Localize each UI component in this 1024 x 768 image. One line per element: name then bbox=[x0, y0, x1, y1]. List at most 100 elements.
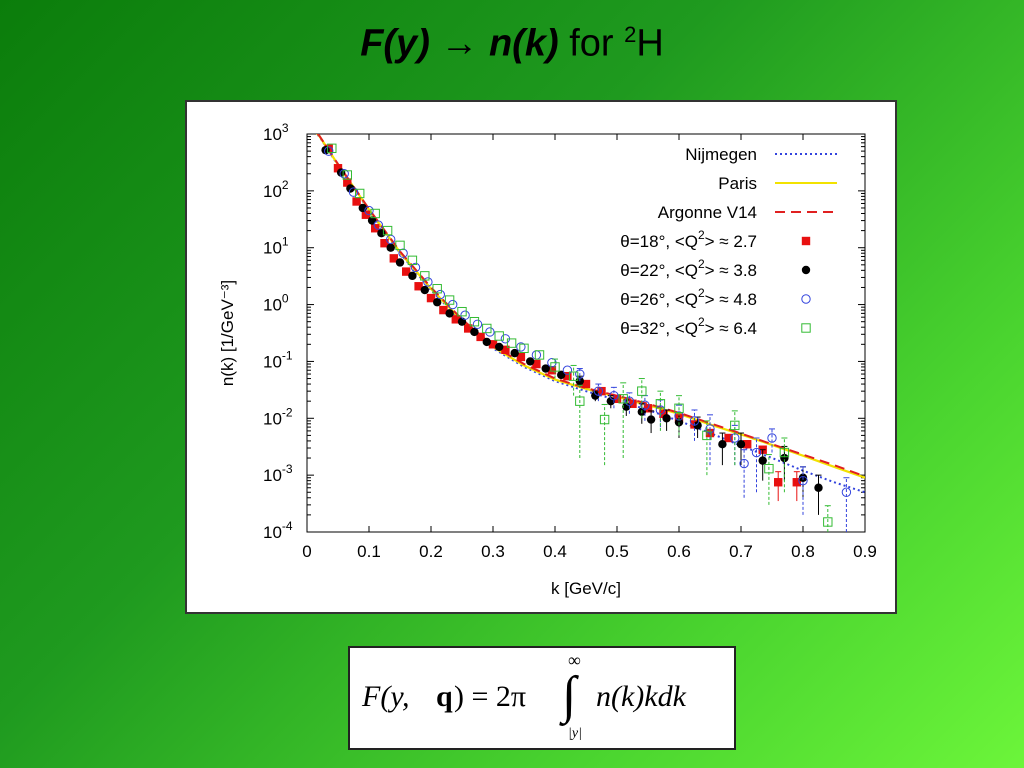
data-point-series-2 bbox=[606, 396, 615, 406]
data-point-series-1 bbox=[426, 293, 436, 303]
data-point-series-2 bbox=[646, 415, 656, 424]
data-point-series-3 bbox=[575, 369, 585, 379]
legend-label: Argonne V14 bbox=[658, 203, 757, 222]
legend-label: θ=26°, <Q2> ≈ 4.8 bbox=[620, 286, 757, 309]
y-tick-label: 10-4 bbox=[263, 519, 293, 542]
data-point-series-2 bbox=[591, 391, 600, 400]
data-point-series-1 bbox=[724, 433, 733, 443]
legend-marker-series-2 bbox=[801, 265, 811, 275]
data-point-series-4 bbox=[469, 316, 480, 327]
data-point-series-4 bbox=[823, 517, 833, 527]
y-tick-label: 102 bbox=[263, 178, 289, 201]
x-tick-label: 0.1 bbox=[357, 542, 381, 561]
data-point-series-4 bbox=[482, 323, 492, 334]
data-point-series-3 bbox=[798, 475, 808, 486]
data-point-series-2 bbox=[470, 327, 479, 337]
data-point-series-1 bbox=[792, 478, 801, 487]
data-point-series-1 bbox=[380, 239, 389, 248]
x-tick-label: 0 bbox=[302, 542, 311, 561]
data-point-series-1 bbox=[516, 352, 526, 362]
data-point-series-3 bbox=[435, 289, 446, 300]
chart-panel: 0 0.1 0.2 0.3 0.4 0.5 0.6 0.7 0.8 0.9 103 102 101 100… bbox=[185, 100, 897, 614]
data-point-series-1 bbox=[343, 178, 352, 187]
legend-marker-series-1 bbox=[801, 236, 811, 246]
data-point-series-4 bbox=[355, 188, 365, 199]
data-point-series-4 bbox=[599, 414, 610, 425]
data-point-series-2 bbox=[457, 317, 467, 326]
data-point-series-2 bbox=[693, 421, 702, 430]
data-point-series-1 bbox=[352, 197, 361, 206]
data-point-series-4 bbox=[550, 362, 560, 372]
formula-integrand: n(k)kdk bbox=[596, 680, 686, 713]
formula-equals-2pi: ) = 2π bbox=[454, 680, 527, 713]
data-point-series-2 bbox=[510, 348, 519, 358]
data-point-series-4 bbox=[444, 295, 455, 305]
data-point-series-4 bbox=[494, 331, 504, 341]
y-tick-label: 100 bbox=[263, 292, 289, 315]
data-point-series-3 bbox=[324, 146, 334, 156]
legend-label: Paris bbox=[718, 174, 757, 193]
data-point-series-4 bbox=[637, 386, 647, 396]
data-point-series-2 bbox=[445, 309, 454, 318]
data-point-series-4 bbox=[568, 371, 579, 381]
data-point-series-1 bbox=[547, 366, 557, 375]
data-point-series-3 bbox=[689, 416, 700, 426]
data-point-series-4 bbox=[575, 396, 585, 406]
data-point-series-4 bbox=[730, 420, 740, 431]
legend-label: θ=22°, <Q2> ≈ 3.8 bbox=[620, 257, 757, 280]
title-arrow: → bbox=[440, 22, 479, 65]
integral-sign: ∫ bbox=[562, 667, 577, 724]
data-point-series-4 bbox=[655, 399, 666, 409]
formula-lower-limit: |y| bbox=[568, 726, 582, 741]
data-point-series-2 bbox=[346, 184, 355, 193]
y-tick-label: 10-1 bbox=[263, 348, 293, 371]
data-point-series-1 bbox=[361, 210, 371, 219]
legend-label: θ=32°, <Q2> ≈ 6.4 bbox=[620, 315, 757, 338]
data-point-series-3 bbox=[348, 187, 359, 197]
curve-argonne-v14 bbox=[316, 134, 865, 478]
legend-label: θ=18°, <Q2> ≈ 2.7 bbox=[620, 228, 757, 251]
data-point-series-1 bbox=[581, 379, 591, 389]
data-point-series-4 bbox=[395, 240, 405, 251]
y-tick-label: 103 bbox=[263, 121, 289, 144]
x-tick-label: 0.3 bbox=[481, 542, 505, 561]
data-point-series-2 bbox=[541, 364, 550, 373]
data-point-series-1 bbox=[439, 305, 448, 315]
data-point-series-2 bbox=[433, 298, 442, 307]
data-point-series-2 bbox=[386, 243, 395, 252]
data-point-series-4 bbox=[327, 143, 337, 154]
data-point-series-4 bbox=[432, 284, 442, 294]
data-point-series-2 bbox=[736, 440, 746, 449]
x-axis-label: k [GeV/c] bbox=[551, 579, 621, 598]
data-point-series-4 bbox=[506, 338, 517, 348]
legend-label: Nijmegen bbox=[685, 145, 757, 164]
data-point-series-4 bbox=[407, 255, 418, 266]
data-point-series-1 bbox=[532, 359, 541, 369]
data-point-series-2 bbox=[395, 258, 405, 267]
title-nk: n(k) bbox=[488, 22, 559, 65]
data-point-series-3 bbox=[410, 262, 421, 273]
data-point-series-2 bbox=[780, 453, 789, 463]
data-point-series-2 bbox=[367, 216, 377, 225]
legend-marker-series-4 bbox=[801, 323, 811, 333]
data-point-series-3 bbox=[562, 365, 573, 375]
data-point-series-3 bbox=[705, 424, 715, 434]
formula-upper-limit: ∞ bbox=[568, 650, 581, 670]
data-point-series-4 bbox=[370, 208, 380, 219]
y-axis-label: n(k) [1/GeV⁻³] bbox=[218, 280, 237, 386]
data-point-series-3 bbox=[624, 396, 635, 406]
plot-frame bbox=[306, 133, 866, 533]
data-point-series-4 bbox=[702, 430, 712, 441]
data-point-series-3 bbox=[364, 205, 374, 216]
data-point-series-3 bbox=[751, 447, 762, 458]
data-point-series-4 bbox=[764, 463, 774, 474]
data-point-series-3 bbox=[398, 248, 408, 258]
data-point-series-2 bbox=[377, 229, 386, 238]
data-point-series-1 bbox=[451, 315, 460, 324]
data-point-series-3 bbox=[531, 350, 542, 360]
data-point-series-4 bbox=[382, 225, 393, 236]
x-tick-label: 0.4 bbox=[543, 542, 567, 561]
data-point-series-2 bbox=[495, 342, 504, 352]
data-point-series-3 bbox=[609, 390, 619, 401]
data-point-series-1 bbox=[402, 267, 411, 276]
